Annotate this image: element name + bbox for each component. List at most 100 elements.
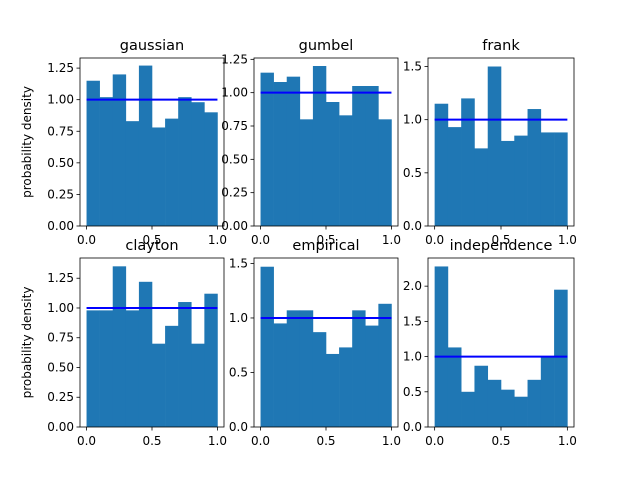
- histogram-bar: [273, 82, 288, 226]
- histogram-bar: [461, 391, 475, 427]
- histogram-bar: [125, 310, 140, 427]
- histogram-bar: [527, 379, 542, 427]
- histogram-bar: [378, 303, 392, 427]
- x-tick-label: 0.0: [251, 434, 270, 448]
- y-tick-label: 0.25: [47, 390, 74, 404]
- histogram-bar: [447, 127, 462, 226]
- y-tick-label: 2.0: [403, 279, 422, 293]
- y-tick-label: 1.00: [221, 86, 248, 100]
- y-tick-label: 0.50: [221, 152, 248, 166]
- histogram-bar: [299, 310, 314, 427]
- histogram-bar: [286, 76, 301, 227]
- histogram-bar: [112, 266, 127, 427]
- histogram-bar: [273, 323, 288, 427]
- y-tick-label: 1.0: [229, 311, 248, 325]
- subplot-empirical: 0.0 0.5 1.0 0.0 0.5 1.0 1.5 empirical: [229, 238, 401, 448]
- x-tick-label: 0.5: [491, 233, 510, 247]
- y-tick-label: 0.75: [47, 124, 74, 138]
- subplot-title: gaussian: [120, 38, 185, 54]
- y-tick-label: 0.5: [229, 365, 248, 379]
- y-tick-label: 1.25: [47, 61, 74, 75]
- histogram-bar: [554, 289, 568, 427]
- histogram-bar: [260, 72, 274, 227]
- histogram-bar: [99, 310, 114, 427]
- x-tick-label: 0.5: [316, 434, 335, 448]
- y-tick-label: 1.5: [403, 314, 422, 328]
- y-tick-label: 1.00: [47, 93, 74, 107]
- histogram-bar: [434, 103, 449, 226]
- y-tick-label: 0.0: [403, 219, 422, 233]
- histogram-bar: [365, 86, 379, 226]
- histogram-bar: [378, 119, 392, 226]
- y-tick-label: 1.25: [47, 271, 74, 285]
- histogram-bar: [125, 121, 140, 226]
- y-tick-label: 0.75: [47, 331, 74, 345]
- histogram-bar: [461, 98, 475, 226]
- histogram-bar: [352, 310, 366, 427]
- subplot-title: independence: [450, 238, 553, 254]
- histogram-bar: [86, 80, 100, 226]
- y-tick-label: 1.5: [229, 256, 248, 270]
- x-tick-label: 0.5: [491, 434, 510, 448]
- histogram-bar: [326, 353, 340, 427]
- y-tick-label: 0.75: [221, 119, 248, 133]
- histogram-bar: [260, 266, 274, 427]
- x-tick-label: 1.0: [382, 434, 401, 448]
- histogram-bar: [191, 343, 205, 427]
- histogram-bar: [204, 293, 218, 427]
- histogram-bar: [191, 102, 205, 226]
- x-tick-label: 0.5: [142, 434, 161, 448]
- histogram-bar: [352, 86, 366, 226]
- subplot-independence: 0.0 0.5 1.0 0.0 0.5 1.0 1.5 2.0 independence: [403, 238, 577, 448]
- x-tick-label: 0.0: [425, 434, 444, 448]
- subplot-frank: 0.0 0.5 1.0 0.0 0.5 1.0 1.5 frank: [403, 38, 577, 247]
- histogram-bar: [178, 302, 192, 427]
- histogram-bar: [339, 115, 353, 226]
- y-tick-label: 0.0: [229, 420, 248, 434]
- y-tick-label: 0.00: [47, 219, 74, 233]
- subplot-title: frank: [482, 38, 520, 54]
- subplot-gumbel: 0.0 0.5 1.0 0.00 0.25 0.50 0.75 1.00 1.25 gumbel: [221, 38, 401, 247]
- histogram-bar: [501, 140, 515, 226]
- histogram-bar: [447, 347, 462, 427]
- y-tick-label: 1.00: [47, 301, 74, 315]
- histogram-bar: [138, 65, 153, 226]
- histogram-bar: [527, 109, 542, 226]
- y-tick-label: 1.0: [403, 113, 422, 127]
- histogram-bar: [165, 118, 179, 226]
- histogram-bar: [487, 379, 502, 427]
- subplot-gaussian: 0.0 0.5 1.0 0.00 0.25 0.50 0.75 1.00 1.25 gaussia…: [20, 38, 227, 247]
- x-tick-label: 0.5: [316, 233, 335, 247]
- histogram-bar: [434, 266, 449, 427]
- y-tick-label: 0.50: [47, 156, 74, 170]
- y-tick-label: 1.0: [403, 350, 422, 364]
- histogram-bar: [339, 347, 353, 427]
- histogram-bar: [112, 74, 127, 226]
- x-tick-label: 0.0: [77, 233, 96, 247]
- histogram-bar: [286, 310, 301, 427]
- y-axis-label: probability density: [20, 287, 34, 399]
- y-tick-label: 1.5: [403, 60, 422, 74]
- histogram-bar: [312, 332, 327, 427]
- histogram-bar: [152, 343, 166, 427]
- x-tick-label: 0.0: [77, 434, 96, 448]
- histogram-bar: [86, 310, 100, 427]
- histogram-bar: [138, 281, 153, 427]
- x-tick-label: 0.0: [251, 233, 270, 247]
- x-tick-label: 0.5: [142, 233, 161, 247]
- y-tick-label: 0.50: [47, 360, 74, 374]
- histogram-bar: [501, 389, 515, 427]
- histogram-bar: [474, 148, 489, 226]
- histogram-bar: [312, 66, 327, 226]
- histogram-bar: [326, 102, 340, 226]
- subplot-title: clayton: [125, 238, 178, 254]
- histogram-bar: [299, 119, 314, 226]
- y-tick-label: 0.00: [221, 219, 248, 233]
- histogram-bar: [540, 132, 555, 226]
- histogram-bar: [487, 66, 502, 226]
- x-tick-label: 0.0: [425, 233, 444, 247]
- histogram-bar: [204, 112, 218, 226]
- y-axis-label: probability density: [20, 86, 34, 198]
- y-tick-label: 0.0: [403, 420, 422, 434]
- histogram-bar: [474, 365, 489, 427]
